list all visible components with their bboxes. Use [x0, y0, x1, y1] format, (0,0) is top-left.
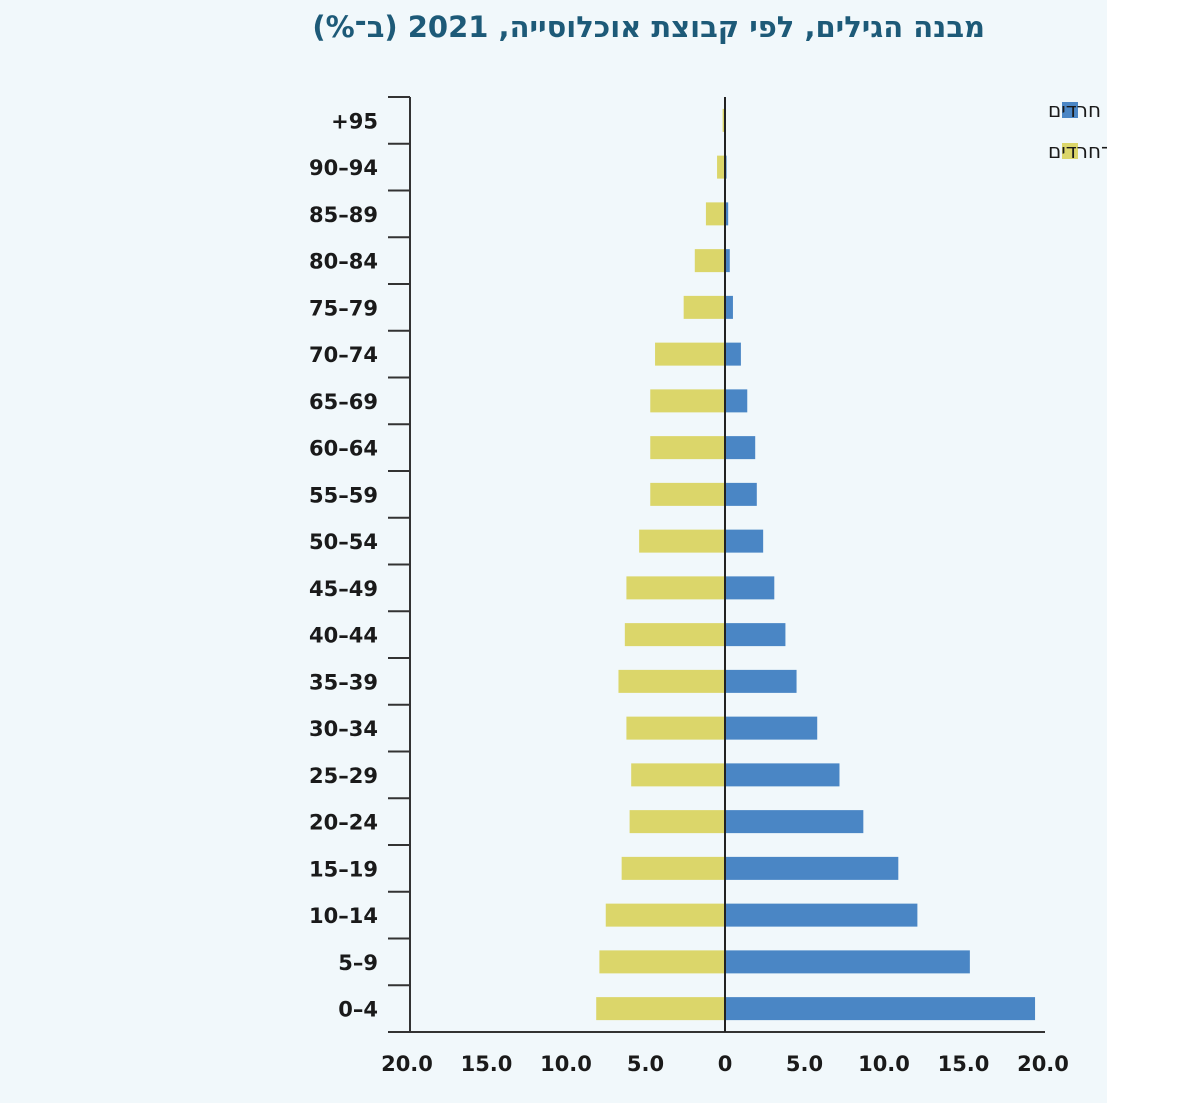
bar-haredi-30–34: [725, 716, 818, 740]
bar-haredi-10–14: [725, 903, 918, 927]
legend-swatch: [1062, 143, 1078, 159]
bar-haredi-70–74: [725, 342, 741, 366]
bar-non-haredi-35–39: [618, 669, 725, 693]
bar-haredi-25–29: [725, 763, 840, 787]
bar-haredi-65–69: [725, 389, 748, 413]
bar-non-haredi-55–59: [650, 482, 725, 506]
bar-non-haredi-65–69: [650, 389, 725, 413]
y-tick-label: 80–84: [309, 250, 378, 274]
y-tick-label: 60–64: [309, 437, 378, 461]
x-tick-label: 15.0: [461, 1052, 513, 1076]
bar-haredi-20–24: [725, 810, 864, 834]
bar-non-haredi-40–44: [624, 623, 725, 647]
x-tick-label: 0: [718, 1052, 733, 1076]
bar-haredi-55–59: [725, 482, 757, 506]
bar-non-haredi-0–4: [596, 997, 725, 1021]
y-tick-label: 0–4: [338, 998, 378, 1022]
bar-haredi-85–89: [725, 202, 729, 226]
y-tick-label: 5–9: [338, 951, 378, 975]
bar-non-haredi-85–89: [705, 202, 725, 226]
y-tick-label: 10–14: [309, 904, 378, 928]
x-tick-label: 10.0: [858, 1052, 910, 1076]
y-tick-label: 55–59: [309, 483, 378, 507]
bar-haredi-35–39: [725, 669, 797, 693]
y-tick-label: 35–39: [309, 670, 378, 694]
y-tick-label: 40–44: [309, 624, 378, 648]
bar-haredi-40–44: [725, 623, 786, 647]
bar-non-haredi-75–79: [683, 295, 725, 319]
legend-swatch: [1062, 102, 1078, 118]
y-tick-label: 90–94: [309, 156, 378, 180]
x-tick-label: 20.0: [381, 1052, 433, 1076]
population-pyramid-chart: 0–4 5–9 10–14 15–19 20–24 25–29 30–34 35–39 40–4…: [309, 96, 1107, 1076]
legend-label: יהודים לא־חרדים: [1048, 139, 1107, 163]
bar-non-haredi-25–29: [631, 763, 725, 787]
bar-haredi-75–79: [725, 295, 733, 319]
y-tick-label: 15–19: [309, 857, 378, 881]
bar-non-haredi-30–34: [626, 716, 725, 740]
bar-haredi-5–9: [725, 950, 970, 974]
bar-haredi-15–19: [725, 856, 899, 880]
x-tick-label: 10.0: [540, 1052, 592, 1076]
bar-haredi-50–54: [725, 529, 764, 553]
bar-non-haredi-45–49: [626, 576, 725, 600]
y-tick-label: 70–74: [309, 343, 378, 367]
y-tick-label: 30–34: [309, 717, 378, 741]
y-tick-label: 25–29: [309, 764, 378, 788]
y-tick-label: +95: [331, 109, 378, 133]
bar-non-haredi-50–54: [639, 529, 725, 553]
y-tick-label: 20–24: [309, 811, 378, 835]
bar-haredi-80–84: [725, 249, 730, 273]
bar-non-haredi-5–9: [599, 950, 725, 974]
x-tick-label: 5.0: [627, 1052, 664, 1076]
bar-non-haredi-15–19: [621, 856, 725, 880]
bar-non-haredi-20–24: [629, 810, 725, 834]
bar-non-haredi-60–64: [650, 436, 725, 460]
legend-label: חרדים: [1048, 98, 1101, 122]
bar-haredi-60–64: [725, 436, 756, 460]
chart-panel: מבנה הגילים, לפי קבוצת אוכלוסייה, 2021 (…: [0, 0, 1107, 1103]
y-tick-label: 75–79: [309, 296, 378, 320]
x-tick-label: 5.0: [786, 1052, 823, 1076]
y-tick-label: 85–89: [309, 203, 378, 227]
bar-non-haredi-80–84: [694, 249, 725, 273]
y-tick-label: 45–49: [309, 577, 378, 601]
x-tick-label: 20.0: [1017, 1052, 1069, 1076]
bar-non-haredi-10–14: [605, 903, 725, 927]
x-tick-label: 15.0: [938, 1052, 990, 1076]
bar-haredi-0–4: [725, 997, 1036, 1021]
chart-title: מבנה הגילים, לפי קבוצת אוכלוסייה, 2021 (…: [312, 10, 985, 44]
bar-non-haredi-90–94: [717, 155, 725, 179]
bar-non-haredi-70–74: [655, 342, 725, 366]
bar-non-haredi-95+: [722, 108, 725, 132]
y-tick-label: 50–54: [309, 530, 378, 554]
y-tick-label: 65–69: [309, 390, 378, 414]
bar-haredi-45–49: [725, 576, 775, 600]
